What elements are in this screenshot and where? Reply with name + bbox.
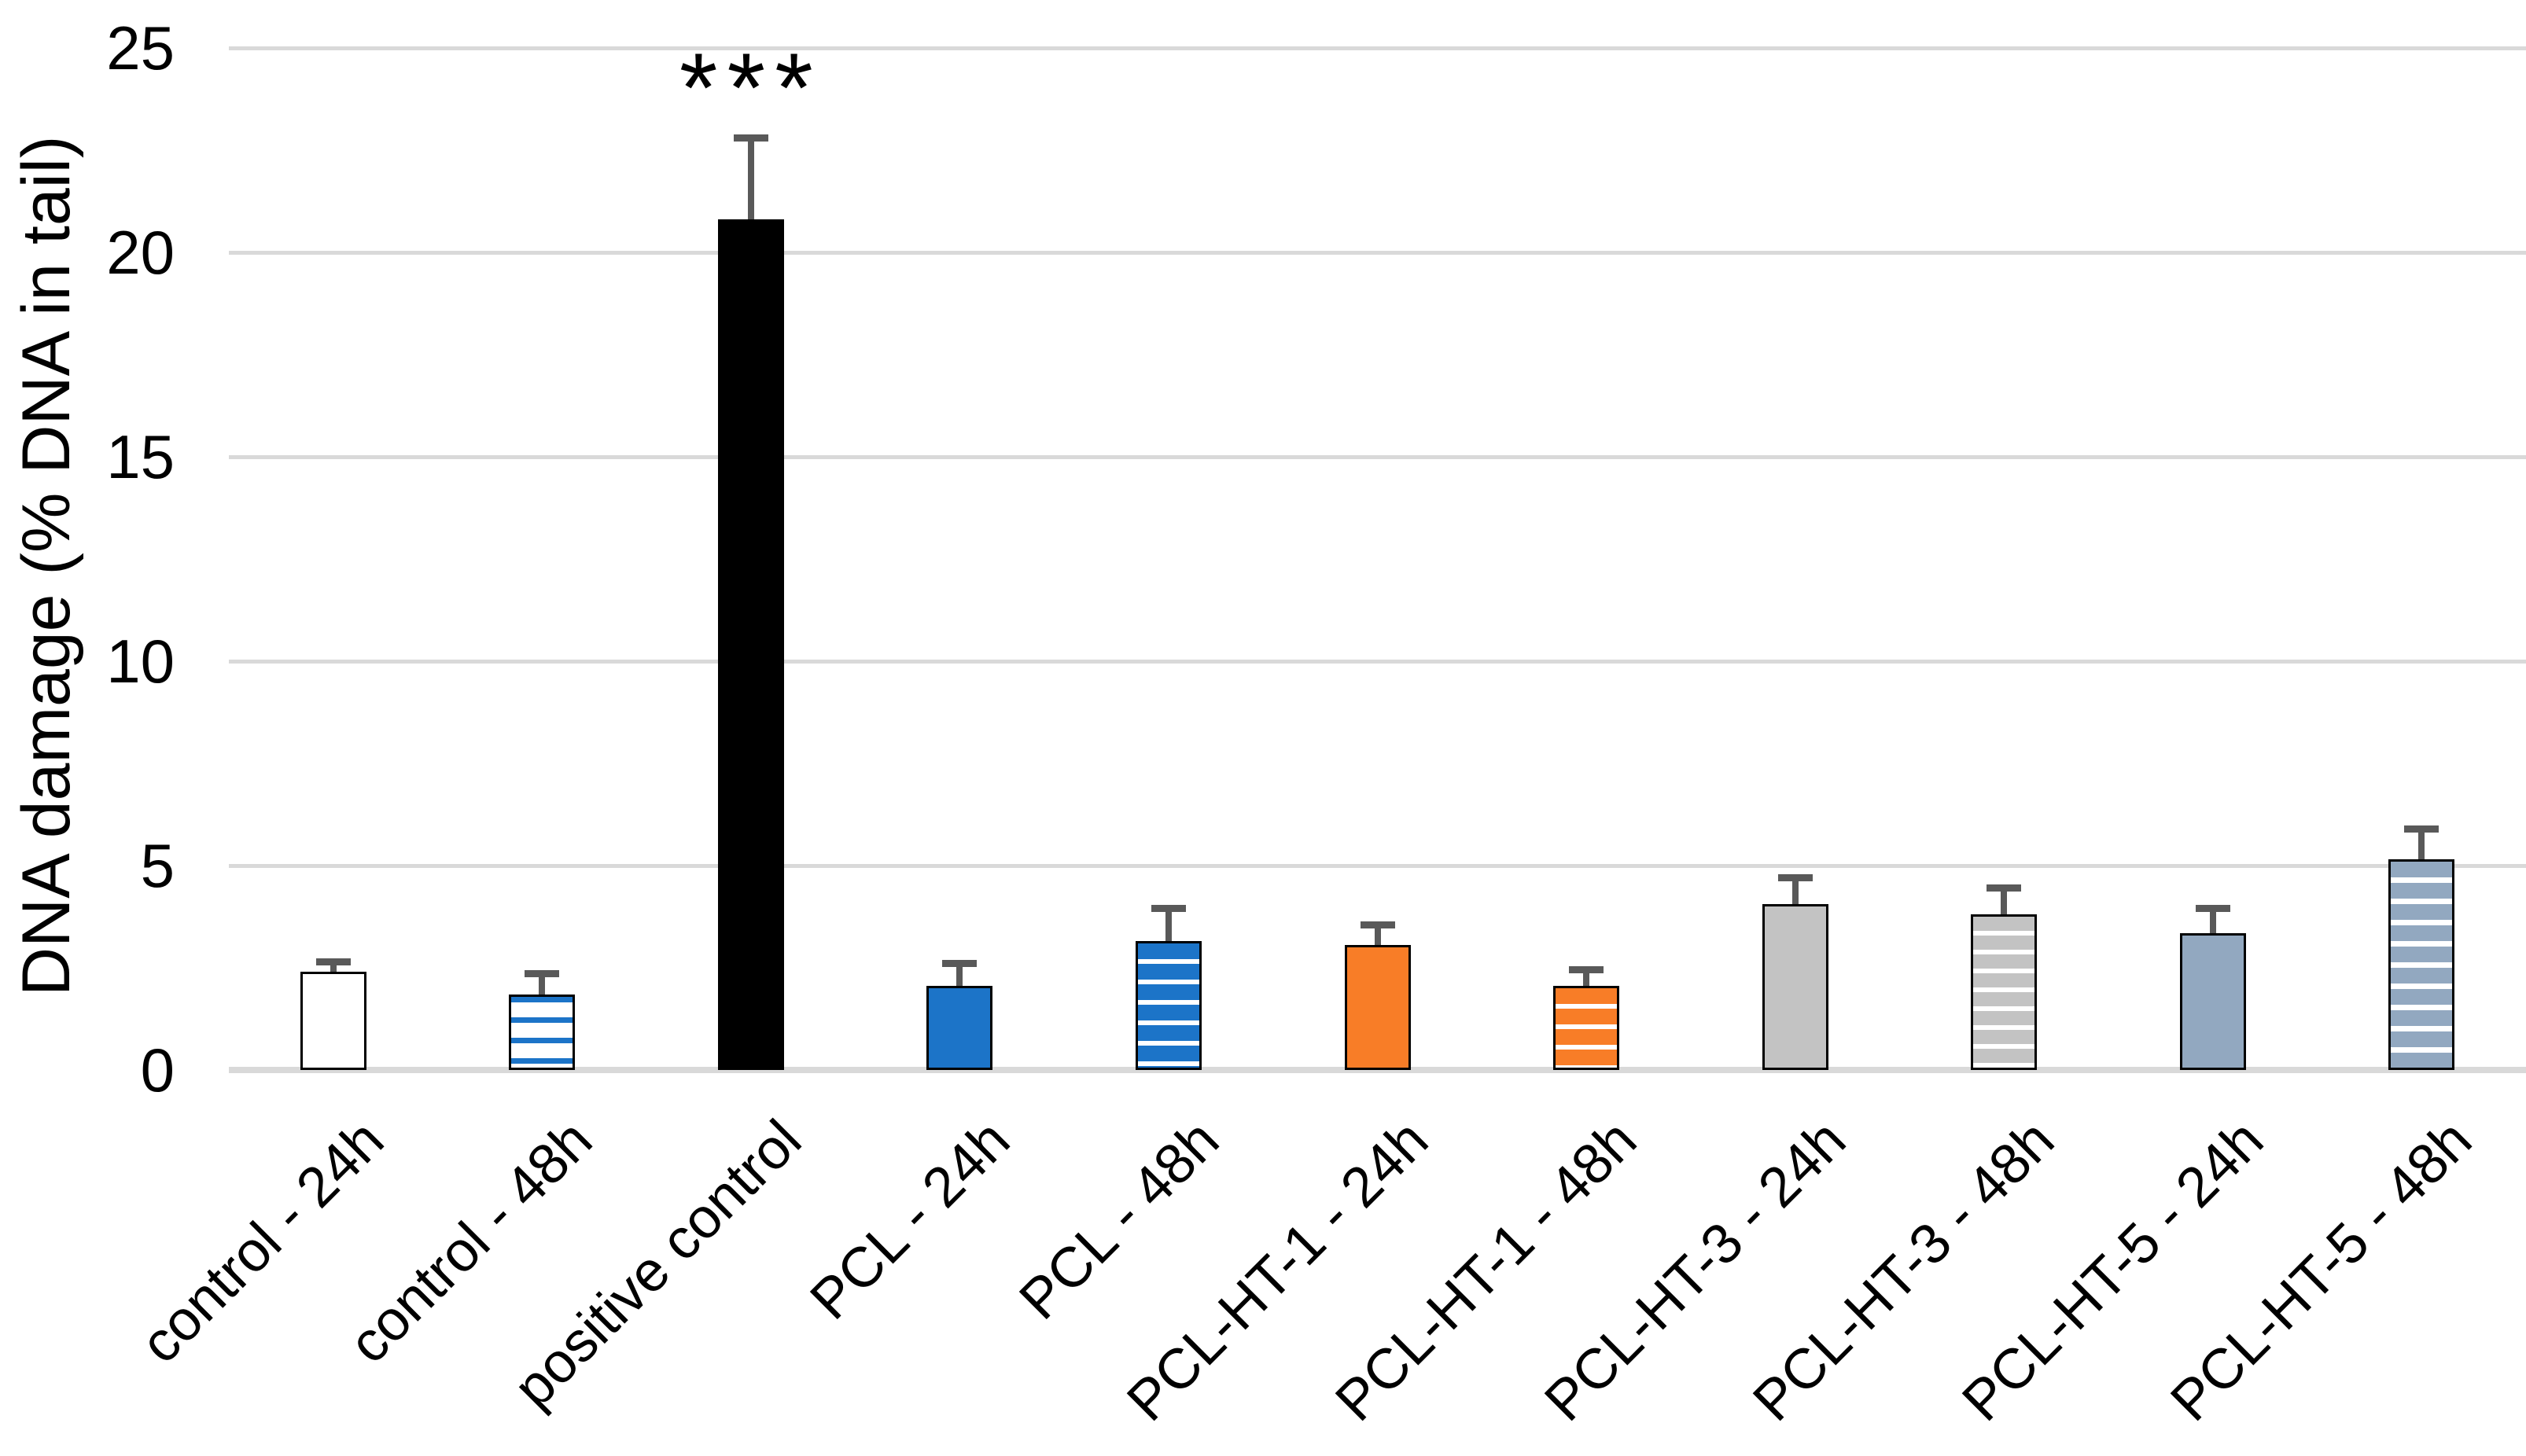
error-bar-cap — [1360, 921, 1395, 928]
error-bar-line — [1374, 925, 1381, 946]
bar-control-24h — [300, 972, 366, 1070]
error-bar-line — [956, 963, 963, 987]
bar-pcl-ht-5-48h — [2388, 859, 2455, 1070]
bar-pcl-ht-3-48h — [1971, 914, 2038, 1070]
gridline-y10 — [229, 659, 2526, 664]
error-bar-cap — [1987, 884, 2022, 892]
bar-pcl-ht-3-24h — [1762, 904, 1828, 1070]
y-tick-label: 5 — [140, 831, 175, 900]
error-bar-cap — [2195, 905, 2230, 913]
y-tick-label: 10 — [106, 627, 175, 696]
gridline-y5 — [229, 863, 2526, 868]
error-bar-cap — [942, 960, 978, 968]
error-bar-line — [2001, 888, 2008, 915]
error-bar-cap — [2404, 825, 2439, 833]
error-bar-line — [330, 961, 337, 973]
error-bar-line — [1583, 969, 1590, 987]
y-tick-label: 15 — [106, 422, 175, 491]
bar-pcl-24h — [926, 986, 993, 1070]
bar-pcl-ht-1-24h — [1344, 945, 1411, 1070]
gridline-y15 — [229, 454, 2526, 459]
y-axis-title: DNA damage (% DNA in tail) — [9, 135, 84, 997]
error-bar-cap — [1777, 874, 1813, 882]
significance-annotation: *** — [679, 34, 823, 144]
error-bar-cap — [1151, 905, 1186, 913]
bar-pcl-ht-1-48h — [1553, 986, 1620, 1070]
error-bar-cap — [525, 970, 560, 978]
error-bar-cap — [1569, 966, 1604, 974]
x-axis-line — [229, 1067, 2526, 1073]
error-bar-line — [1791, 877, 1799, 905]
bar-pcl-48h — [1135, 941, 1202, 1070]
error-bar-line — [2418, 829, 2425, 860]
bar-positive-control — [717, 219, 784, 1070]
error-bar-line — [747, 138, 754, 220]
y-tick-label: 0 — [140, 1035, 175, 1105]
y-tick-label: 20 — [106, 218, 175, 287]
gridline-y20 — [229, 250, 2526, 255]
error-bar-line — [2209, 908, 2216, 933]
error-bar-line — [1165, 908, 1172, 942]
error-bar-cap — [315, 958, 351, 965]
bar-control-48h — [509, 994, 576, 1070]
gridline-y25 — [229, 46, 2526, 50]
y-tick-label: 25 — [106, 13, 175, 83]
bar-pcl-ht-5-24h — [2179, 932, 2246, 1070]
error-bar-cap — [733, 134, 768, 142]
error-bar-line — [539, 973, 546, 995]
